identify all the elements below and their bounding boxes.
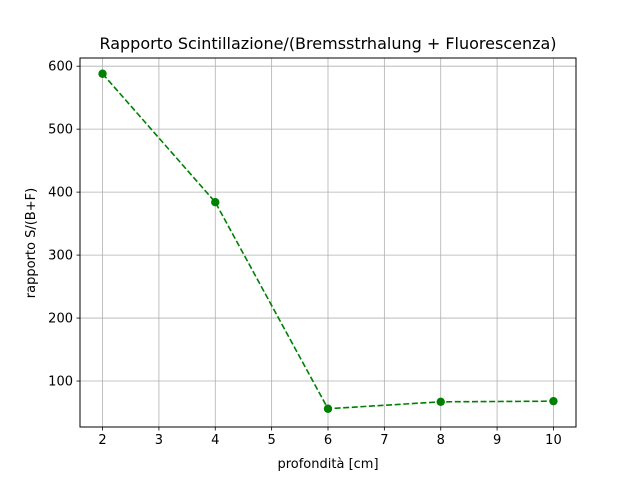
plot-area-frame [79, 57, 577, 428]
grid [80, 58, 576, 427]
data-point [211, 197, 220, 207]
x-tick-label: 2 [98, 433, 106, 448]
chart-title: Rapporto Scintillazione/(Bremsstrhalung … [99, 34, 556, 53]
series-layer [98, 69, 558, 413]
x-tick-label: 5 [267, 433, 275, 448]
x-axis-label: profondità [cm] [277, 457, 378, 472]
data-point [436, 397, 445, 407]
x-tick-label: 4 [211, 433, 219, 448]
x-tick-label: 9 [493, 433, 501, 448]
x-tick-label: 8 [437, 433, 445, 448]
data-point [98, 69, 107, 78]
x-tick-label: 10 [545, 433, 562, 448]
y-tick-label: 400 [48, 186, 73, 201]
y-tick-label: 200 [48, 312, 73, 327]
y-axis-label: rapporto S/(B+F) [24, 188, 39, 298]
data-point [323, 404, 333, 413]
x-tick-label: 6 [324, 433, 332, 448]
x-tick-label: 7 [380, 433, 388, 448]
data-point [549, 396, 558, 406]
y-tick-label: 600 [48, 60, 73, 75]
y-tick-label: 500 [48, 123, 73, 138]
y-tick-label: 100 [48, 375, 73, 390]
x-tick-label: 3 [155, 433, 163, 448]
axis-ticks: 2 3 4 5 6 7 8 9 10 100 200 300 400 500 600 [48, 60, 562, 448]
y-tick-label: 300 [48, 249, 73, 264]
